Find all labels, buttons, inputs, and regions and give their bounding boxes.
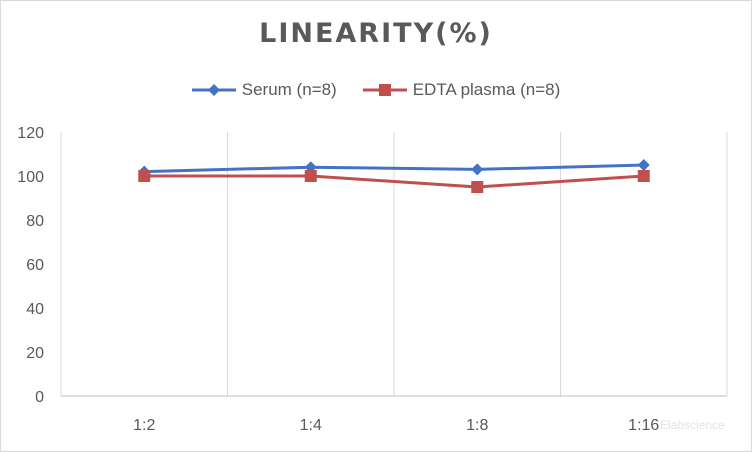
legend: Serum (n=8) EDTA plasma (n=8) [0,80,752,100]
watermark: Elabscience [660,418,725,432]
x-tick-label: 1:8 [466,417,488,434]
y-tick-label: 60 [26,257,44,274]
legend-key-edta-plasma [362,84,407,96]
chart-title: LINEARITY(%) [259,18,493,49]
data-point-serum [637,159,650,171]
data-point-edta-plasma [304,170,317,182]
data-point-serum [471,163,484,176]
legend-item-edta-plasma: EDTA plasma (n=8) [362,80,561,100]
series-line-serum [144,163,644,174]
y-tick-label: 40 [26,301,44,318]
legend-label-edta-plasma: EDTA plasma (n=8) [412,80,561,99]
data-point-edta-plasma [471,181,484,193]
x-tick-label: 1:4 [300,417,322,434]
legend-label-serum: Serum (n=8) [241,80,337,99]
legend-key-serum [191,84,236,96]
y-tick-label: 100 [17,169,44,186]
series-line-edta-plasma [144,174,644,189]
legend-item-serum: Serum (n=8) [191,80,337,100]
y-tick-label: 20 [26,345,44,362]
x-tick-label: 1:2 [133,417,155,434]
x-tick-label: 1:16 [628,417,659,434]
data-point-edta-plasma [637,170,650,182]
y-tick-label: 80 [26,213,44,230]
data-point-edta-plasma [138,170,151,182]
y-tick-label: 0 [35,389,44,406]
y-tick-label: 120 [17,125,44,142]
